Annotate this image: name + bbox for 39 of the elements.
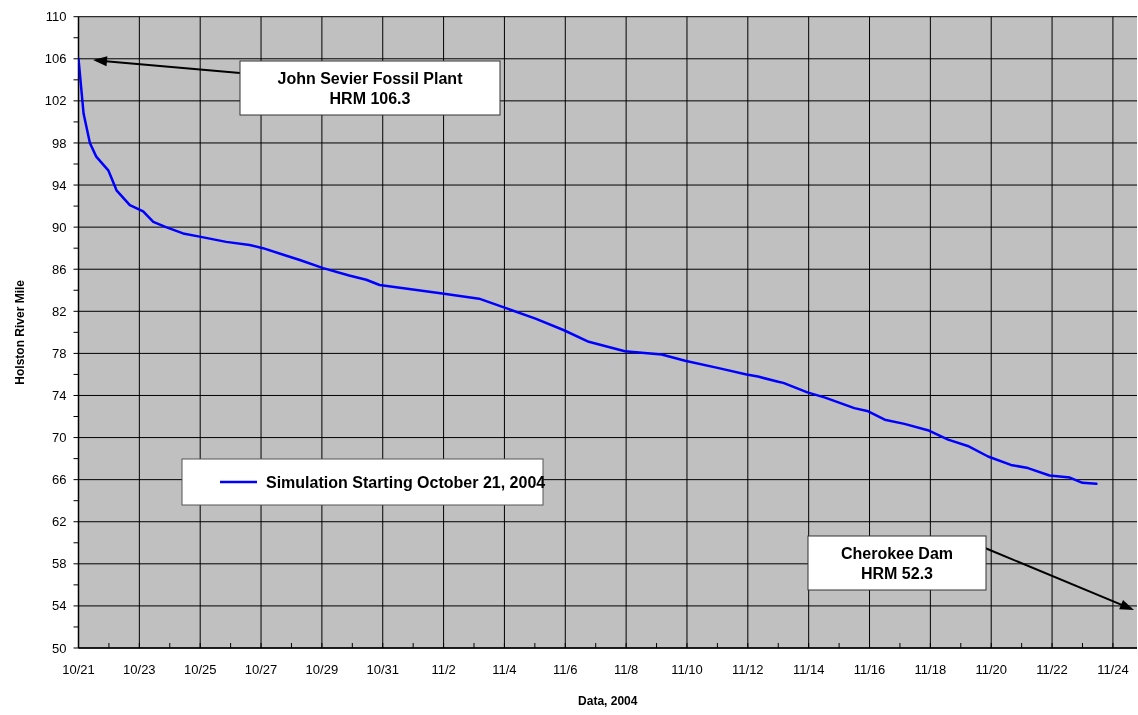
y-tick-label: 78 xyxy=(52,345,67,361)
x-tick-label: 11/8 xyxy=(613,662,639,677)
y-tick-label: 98 xyxy=(52,135,67,151)
x-tick-label: 11/18 xyxy=(914,662,947,677)
annotation: Cherokee Dam HRM 52.3 xyxy=(840,545,954,582)
x-tick-label: 10/31 xyxy=(366,662,400,677)
y-tick-label: 74 xyxy=(52,388,67,404)
x-tick-label: 10/27 xyxy=(244,662,278,677)
x-tick-label: 11/2 xyxy=(431,662,456,677)
y-tick-label: 110 xyxy=(45,9,67,25)
x-tick-label: 11/14 xyxy=(792,662,825,677)
annotation: John Sevier Fossil Plant HRM 106.3 xyxy=(277,70,464,107)
legend-label: Simulation Starting October 21, 2004 xyxy=(266,473,546,491)
x-tick-label: 10/23 xyxy=(123,662,156,677)
x-tick-label: 11/4 xyxy=(492,662,517,677)
x-tick-label: 11/20 xyxy=(975,662,1008,677)
x-tick-label: 11/10 xyxy=(671,662,703,677)
y-tick-label: 70 xyxy=(52,430,67,446)
x-tick-label: 11/16 xyxy=(853,662,886,677)
y-tick-label: 94 xyxy=(52,177,67,193)
x-tick-label: 11/22 xyxy=(1036,662,1068,677)
y-tick-label: 90 xyxy=(52,219,67,235)
x-tick-label: 11/6 xyxy=(553,662,578,677)
y-tick-label: 50 xyxy=(52,640,67,656)
x-tick-label: 11/24 xyxy=(1097,662,1129,677)
y-tick-label: 82 xyxy=(52,303,67,319)
y-tick-label: 62 xyxy=(52,514,67,530)
x-axis-title: Data, 2004 xyxy=(578,694,638,708)
y-tick-label: 58 xyxy=(52,556,67,572)
x-tick-label: 11/12 xyxy=(732,662,764,677)
y-tick-label: 54 xyxy=(52,598,67,614)
y-axis-title: Holston River Mile xyxy=(13,279,27,385)
y-tick-label: 66 xyxy=(52,472,67,488)
y-tick-label: 106 xyxy=(44,51,67,67)
y-tick-label: 86 xyxy=(52,261,67,277)
x-tick-label: 10/29 xyxy=(305,662,339,677)
x-tick-label: 10/25 xyxy=(183,662,217,677)
x-tick-label: 10/21 xyxy=(62,662,95,677)
y-tick-label: 102 xyxy=(44,93,67,109)
